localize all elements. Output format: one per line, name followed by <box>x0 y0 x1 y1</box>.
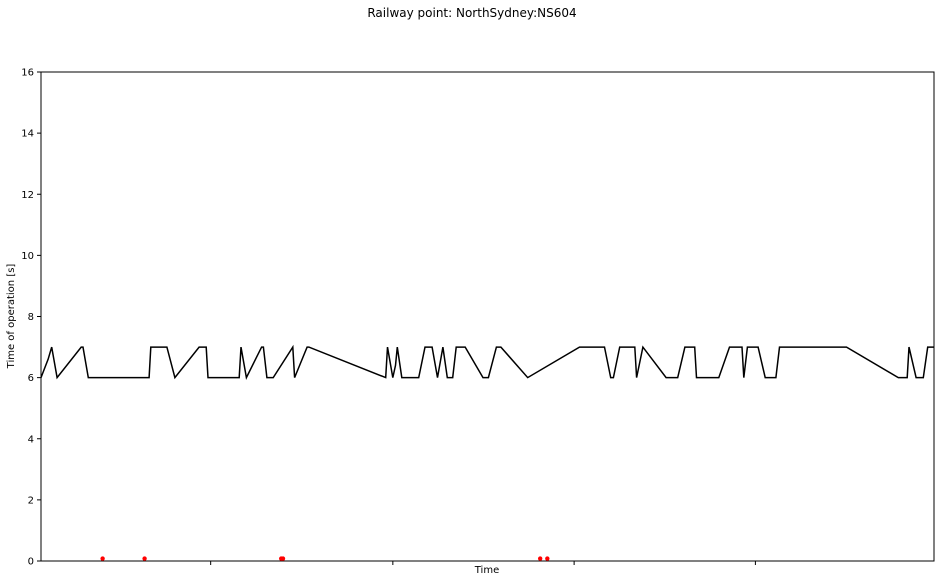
x-axis <box>210 561 756 565</box>
y-tick-label-0: 0 <box>28 557 34 568</box>
y-tick-label-5: 10 <box>21 251 34 262</box>
y-tick-label-3: 6 <box>28 373 34 384</box>
y-tick-label-6: 12 <box>21 190 34 201</box>
plot-area <box>40 71 935 562</box>
series-line-0 <box>40 344 934 380</box>
y-tick-label-8: 16 <box>21 68 34 79</box>
data-point-1-4 <box>537 556 543 561</box>
y-tick-label-1: 2 <box>28 495 34 506</box>
data-point-1-3 <box>280 556 286 561</box>
y-tick-label-4: 8 <box>28 312 34 323</box>
data-point-1-1 <box>142 556 147 561</box>
x-axis-label: Time <box>474 565 499 576</box>
series-layer <box>40 344 934 561</box>
y-axis-label: Time of operation [s] <box>6 264 17 370</box>
y-tick-label-7: 14 <box>21 129 34 140</box>
data-point-1-0 <box>100 556 105 561</box>
y-tick-label-2: 4 <box>28 434 34 445</box>
y-axis: 0 2 4 6 8 10 12 14 16 <box>21 68 41 568</box>
data-point-1-5 <box>545 556 550 561</box>
chart-title: Railway point: NorthSydney:NS604 <box>367 6 576 20</box>
